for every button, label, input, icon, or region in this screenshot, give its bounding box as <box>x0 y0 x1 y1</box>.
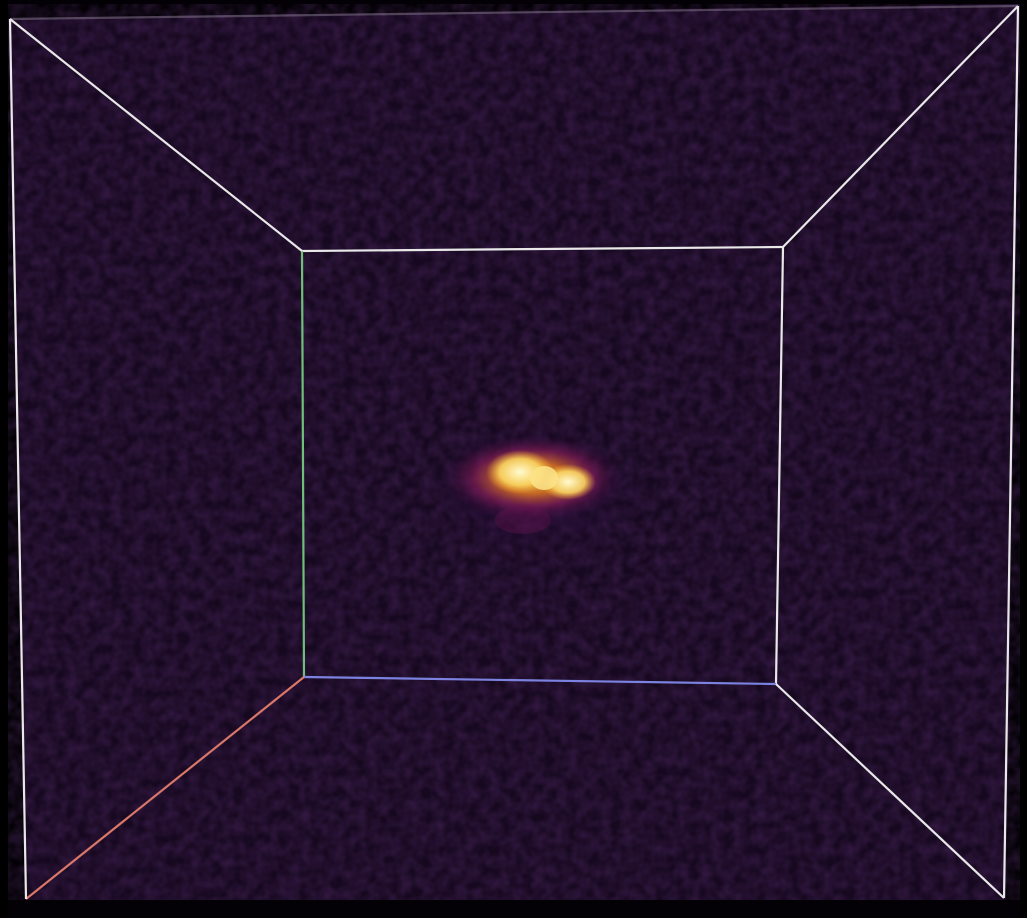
box-back-left-edge <box>300 250 306 678</box>
box-back-top-edge <box>301 245 784 253</box>
bounding-box <box>8 4 1020 900</box>
bright-object <box>441 434 625 534</box>
box-front-top-edge <box>9 4 1019 21</box>
box-edge-bottom-left <box>25 676 305 900</box>
box-back-bottom-edge <box>303 675 777 686</box>
box-edge-bottom-right <box>775 683 1005 899</box>
box-front-right-edge <box>1002 5 1020 899</box>
frame-border-right <box>1020 0 1027 918</box>
frame-border-left <box>0 0 8 918</box>
box-edge-top-left <box>9 18 303 252</box>
box-back-right-edge <box>774 246 785 685</box>
box-edge-top-right <box>782 5 1019 248</box>
box-front-left-edge <box>8 18 28 900</box>
